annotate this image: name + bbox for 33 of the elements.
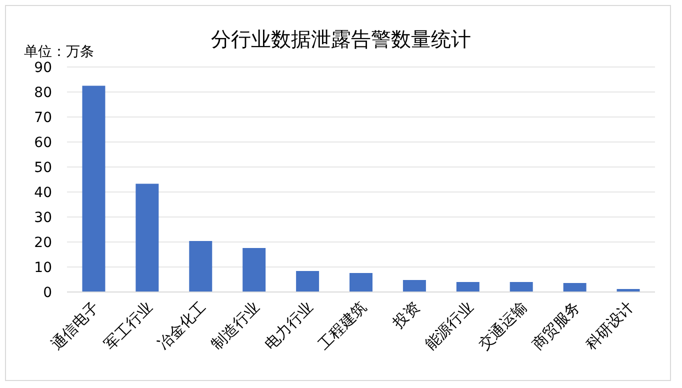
x-tick-label: 电力行业 <box>261 298 316 354</box>
x-tick-label: 交通运输 <box>475 298 530 354</box>
x-tick-label: 科研设计 <box>582 298 638 354</box>
y-tick-label: 30 <box>34 210 52 226</box>
x-tick-label: 冶金化工 <box>154 298 210 354</box>
y-tick-label: 20 <box>34 235 52 251</box>
bar <box>456 282 480 292</box>
y-tick-label: 50 <box>34 160 52 176</box>
x-tick-label: 军工行业 <box>100 298 156 354</box>
y-tick-label: 10 <box>34 260 52 276</box>
x-tick-label: 能源行业 <box>422 298 477 354</box>
bar <box>296 271 320 292</box>
x-tick-label: 投资 <box>388 298 424 333</box>
bar <box>82 86 106 292</box>
x-tick-label: 工程建筑 <box>314 298 370 354</box>
y-tick-label: 60 <box>34 135 52 151</box>
bar <box>242 248 266 292</box>
y-tick-label: 70 <box>34 110 52 126</box>
y-tick-label: 90 <box>34 60 52 76</box>
chart-title: 分行业数据泄露告警数量统计 <box>211 27 471 51</box>
y-tick-label: 0 <box>43 285 52 301</box>
x-tick-label: 制造行业 <box>208 298 263 354</box>
x-tick-label: 通信电子 <box>47 298 103 354</box>
y-tick-label: 80 <box>34 85 52 101</box>
bar <box>402 280 426 292</box>
bar <box>136 184 159 292</box>
bar <box>563 283 586 292</box>
y-tick-label: 40 <box>34 185 52 201</box>
bar <box>350 273 372 292</box>
x-tick-label: 商贸服务 <box>528 298 584 354</box>
bar <box>189 241 212 292</box>
bar <box>510 282 533 292</box>
y-axis-title: 单位：万条 <box>24 44 94 60</box>
